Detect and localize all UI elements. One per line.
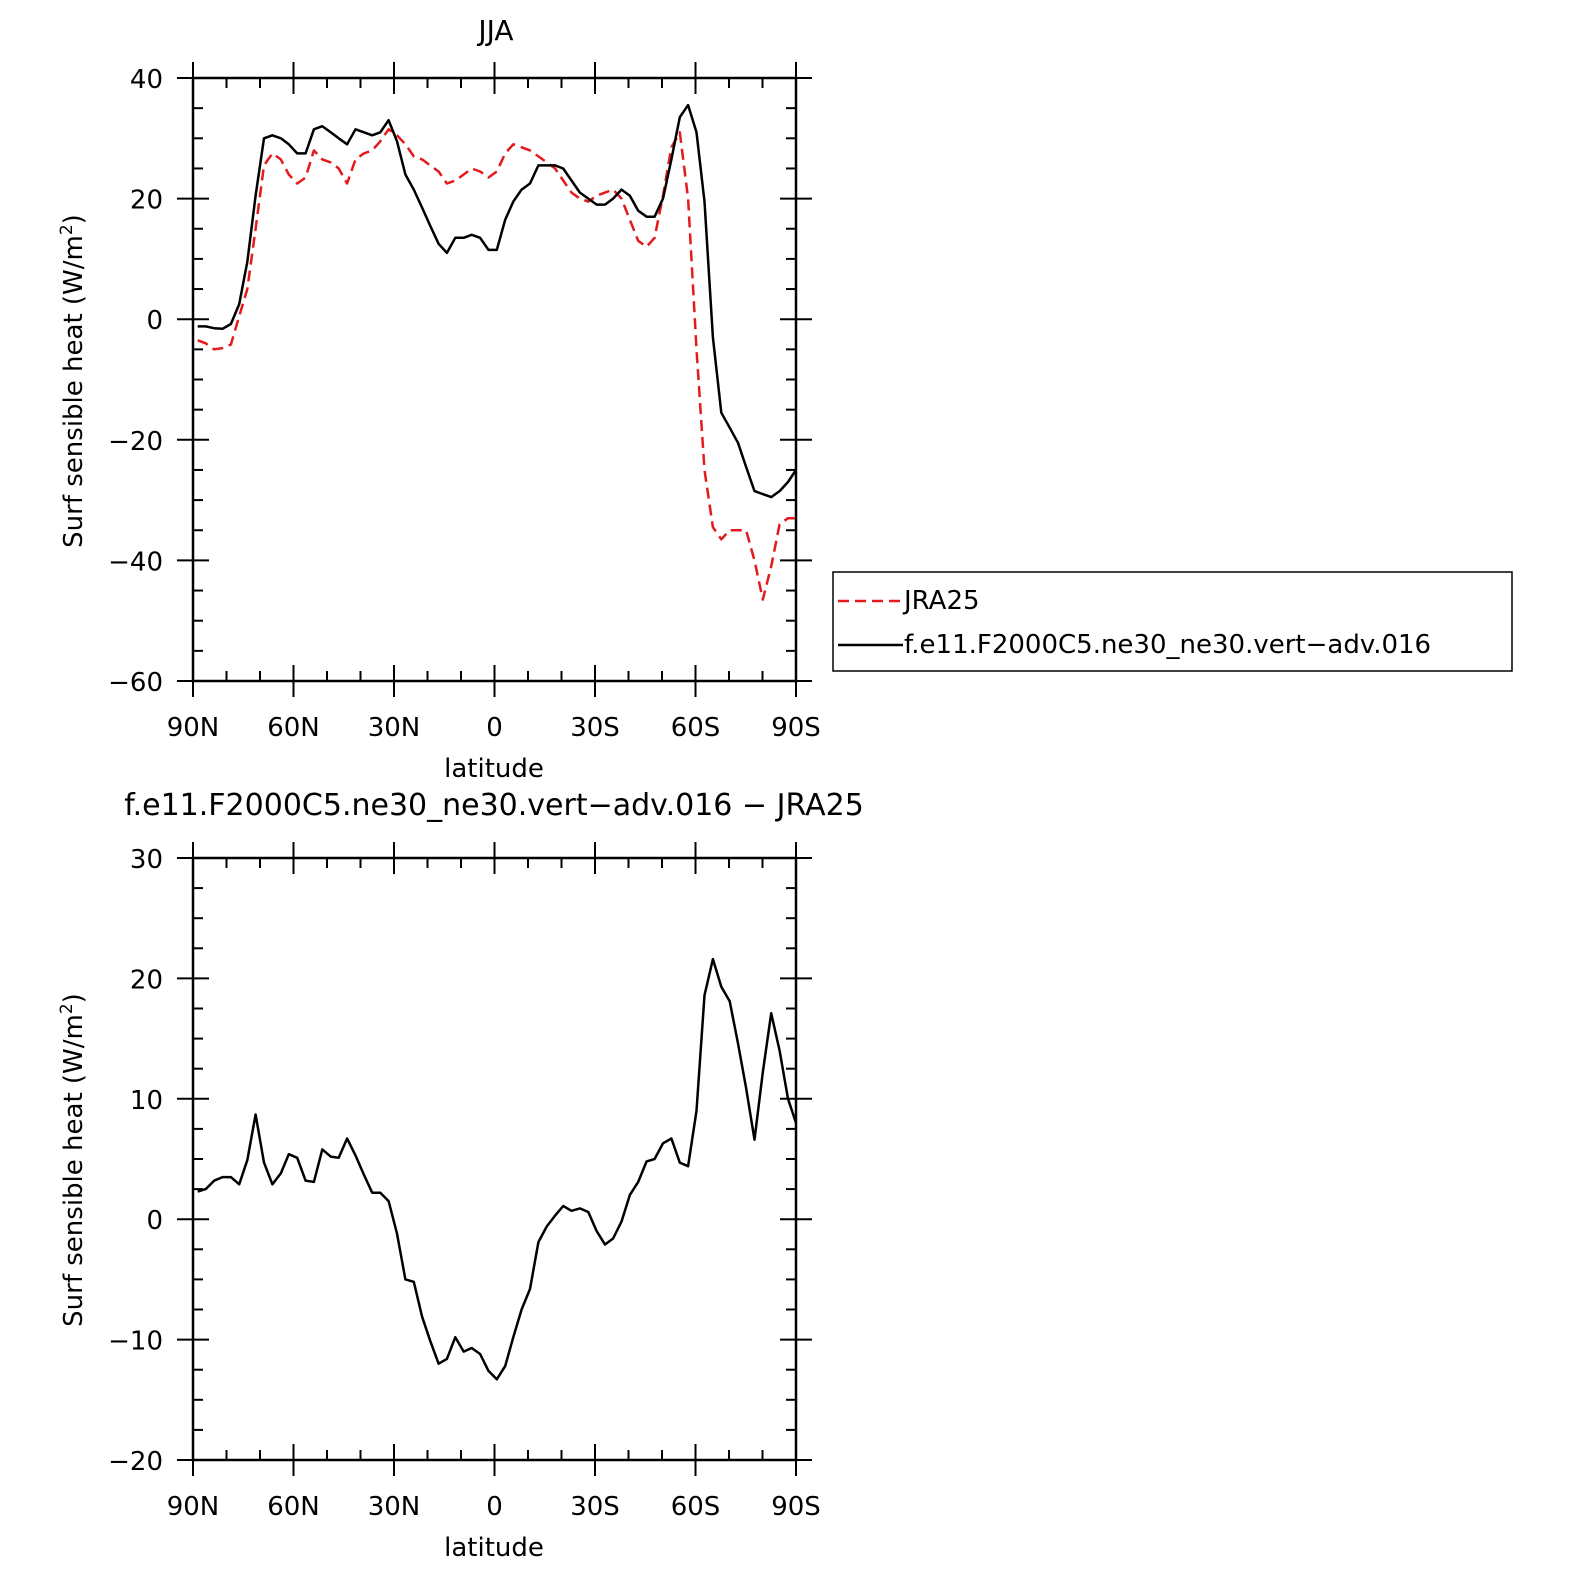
x-tick-label: 90N [167,1492,220,1522]
series-line-model [197,103,798,499]
bottom-y-axis-label-superscript: 2 [57,1003,77,1014]
x-tick-label: 0 [486,1492,503,1522]
legend: JRA25 f.e11.F2000C5.ne30_ne30.vert−adv.0… [832,571,1513,672]
series-line-jra25 [197,128,796,601]
legend-entry-model: f.e11.F2000C5.ne30_ne30.vert−adv.016 [904,630,1431,660]
bottom-y-axis-label: Surf sensible heat (W/m2) [57,993,89,1327]
x-tick-label: 30N [368,713,421,743]
top-y-axis-label: Surf sensible heat (W/m2) [57,214,89,548]
y-tick-label: −10 [108,1327,163,1357]
top-y-tick-labels: −60 −40 −20 0 20 40 [108,65,163,698]
x-tick-label: 90S [771,1492,821,1522]
y-tick-label: 10 [130,1086,163,1116]
x-tick-label: 60N [267,713,320,743]
bottom-chart-panel: f.e11.F2000C5.ne30_ne30.vert−adv.016 − J… [57,788,864,1563]
top-axis-ticks [177,62,812,697]
bottom-y-axis-label-main: Surf sensible heat (W/m [59,1014,89,1327]
x-tick-label: 0 [486,713,503,743]
top-y-axis-label-main: Surf sensible heat (W/m [59,235,89,548]
x-tick-label: 90N [167,713,220,743]
y-tick-label: 30 [130,845,163,875]
legend-entry-jra25: JRA25 [902,586,980,616]
y-tick-label: −40 [108,547,163,577]
y-tick-label: 40 [130,65,163,95]
top-y-axis-label-superscript: 2 [57,224,77,235]
x-tick-label: 30N [368,1492,421,1522]
legend-box [832,571,1513,672]
top-y-axis-label-close: ) [59,214,89,224]
bottom-x-axis-label: latitude [444,1533,544,1563]
bottom-x-tick-labels: 90N 60N 30N 0 30S 60S 90S [167,1492,821,1522]
top-series-lines [197,103,798,601]
y-tick-label: 20 [130,186,163,216]
bottom-y-tick-labels: −20 −10 0 10 20 30 [108,845,163,1477]
bottom-y-axis-label-close: ) [59,993,89,1003]
top-x-tick-labels: 90N 60N 30N 0 30S 60S 90S [167,713,821,743]
x-tick-label: 60S [671,713,721,743]
x-tick-label: 60N [267,1492,320,1522]
y-tick-label: −20 [108,1447,163,1477]
y-tick-label: 20 [130,965,163,995]
series-line-difference [197,957,798,1381]
top-chart-panel: JJA −60 −40 −20 0 20 40 90N 60N 30N 0 30S 60S 90S l… [57,14,1513,784]
x-tick-label: 90S [771,713,821,743]
y-tick-label: −60 [108,668,163,698]
x-tick-label: 30S [570,1492,620,1522]
y-tick-label: 0 [146,1206,163,1236]
x-tick-label: 30S [570,713,620,743]
bottom-series-lines [197,957,798,1381]
top-chart-title: JJA [476,14,513,47]
y-tick-label: −20 [108,427,163,457]
y-tick-label: 0 [146,306,163,336]
bottom-chart-title: f.e11.F2000C5.ne30_ne30.vert−adv.016 − J… [124,788,864,823]
top-x-axis-label: latitude [444,754,544,784]
x-tick-label: 60S [671,1492,721,1522]
bottom-axis-ticks [177,842,812,1476]
